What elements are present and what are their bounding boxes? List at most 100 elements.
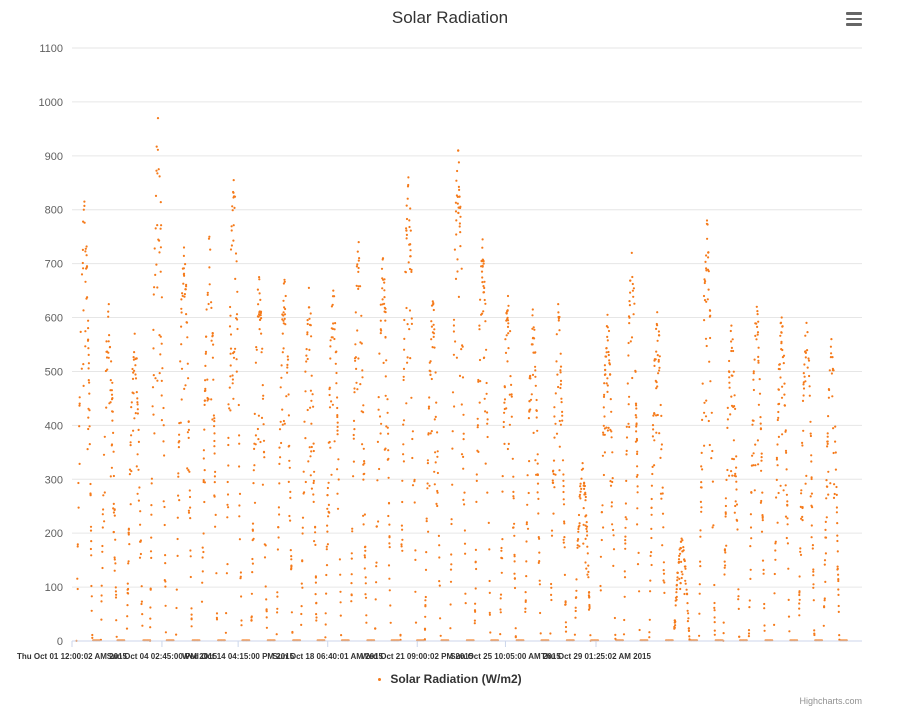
data-point bbox=[130, 406, 133, 409]
peak-point bbox=[780, 316, 783, 319]
data-point bbox=[85, 254, 88, 257]
data-point bbox=[87, 347, 90, 350]
data-point bbox=[160, 379, 163, 382]
data-point bbox=[452, 318, 456, 321]
data-point bbox=[257, 303, 260, 306]
data-point bbox=[335, 382, 338, 385]
data-point bbox=[228, 325, 232, 328]
data-point bbox=[698, 612, 701, 615]
data-point bbox=[276, 607, 279, 610]
data-point bbox=[709, 336, 712, 340]
data-point bbox=[752, 452, 755, 455]
data-point bbox=[538, 583, 542, 586]
data-point bbox=[304, 480, 307, 484]
data-point bbox=[651, 435, 655, 438]
data-point bbox=[702, 294, 706, 298]
data-point bbox=[405, 402, 408, 405]
data-point bbox=[188, 489, 191, 492]
data-point bbox=[550, 586, 553, 589]
data-point bbox=[90, 584, 93, 588]
data-point bbox=[262, 423, 265, 426]
data-point bbox=[713, 583, 716, 587]
data-point bbox=[562, 490, 565, 494]
data-point bbox=[159, 335, 162, 338]
data-point bbox=[254, 361, 257, 364]
data-point bbox=[378, 352, 381, 355]
y-tick-label: 400 bbox=[45, 420, 63, 432]
data-point bbox=[362, 523, 365, 526]
data-point bbox=[401, 500, 404, 504]
data-point bbox=[279, 386, 282, 389]
data-point bbox=[700, 506, 703, 509]
data-point bbox=[406, 356, 409, 359]
data-point bbox=[183, 295, 186, 298]
data-point bbox=[214, 513, 217, 517]
data-point bbox=[827, 470, 830, 473]
data-point bbox=[606, 429, 610, 432]
data-point bbox=[754, 322, 757, 325]
data-point bbox=[84, 280, 87, 283]
data-point bbox=[153, 432, 156, 435]
data-point bbox=[261, 347, 264, 350]
data-point bbox=[387, 476, 390, 479]
data-point bbox=[163, 523, 166, 527]
data-point bbox=[363, 460, 366, 463]
x-tick-label: Wed Oct 21 09:00:02 PM 2015 bbox=[361, 652, 473, 661]
data-point bbox=[483, 286, 486, 290]
data-point bbox=[213, 439, 216, 443]
data-point bbox=[438, 580, 441, 583]
data-point bbox=[628, 316, 631, 319]
data-point bbox=[728, 381, 731, 384]
data-point bbox=[828, 388, 831, 392]
data-point bbox=[651, 465, 654, 468]
hamburger-menu-icon[interactable] bbox=[846, 12, 862, 26]
data-point bbox=[752, 378, 755, 381]
data-point bbox=[611, 523, 614, 526]
data-point bbox=[410, 322, 413, 325]
data-point bbox=[328, 386, 331, 389]
data-point bbox=[309, 324, 312, 327]
data-point bbox=[86, 339, 90, 342]
legend-item[interactable]: Solar Radiation (W/m2) bbox=[0, 672, 900, 686]
data-point bbox=[482, 260, 485, 263]
data-point bbox=[676, 571, 679, 574]
data-point bbox=[484, 410, 487, 413]
data-point bbox=[377, 396, 380, 399]
data-point bbox=[100, 600, 103, 603]
data-point bbox=[226, 493, 230, 496]
data-point bbox=[200, 600, 204, 603]
data-point bbox=[758, 392, 762, 395]
data-point bbox=[579, 482, 582, 485]
data-point bbox=[301, 532, 304, 535]
data-point bbox=[812, 570, 815, 573]
data-point bbox=[300, 605, 303, 608]
data-point bbox=[365, 621, 368, 624]
data-point bbox=[460, 267, 463, 270]
data-point bbox=[362, 404, 365, 407]
data-point bbox=[399, 638, 402, 642]
data-point bbox=[233, 195, 237, 198]
data-point bbox=[253, 464, 256, 467]
data-point bbox=[207, 302, 210, 306]
data-point bbox=[533, 351, 537, 354]
data-point bbox=[757, 359, 760, 362]
data-point bbox=[304, 390, 307, 393]
data-point bbox=[403, 348, 406, 351]
data-point bbox=[159, 353, 162, 356]
data-point bbox=[623, 595, 626, 598]
data-point bbox=[510, 393, 513, 396]
data-point bbox=[481, 312, 484, 315]
credits-link[interactable]: Highcharts.com bbox=[799, 696, 862, 706]
data-point bbox=[403, 318, 406, 322]
data-point bbox=[751, 454, 754, 457]
data-point bbox=[636, 450, 639, 453]
data-point bbox=[526, 474, 529, 477]
data-point bbox=[776, 464, 779, 467]
data-point bbox=[414, 549, 417, 552]
data-point bbox=[460, 453, 464, 456]
data-point bbox=[674, 624, 677, 627]
data-point bbox=[187, 511, 191, 514]
data-point bbox=[684, 579, 687, 582]
data-point bbox=[624, 542, 627, 545]
data-point bbox=[757, 361, 760, 364]
